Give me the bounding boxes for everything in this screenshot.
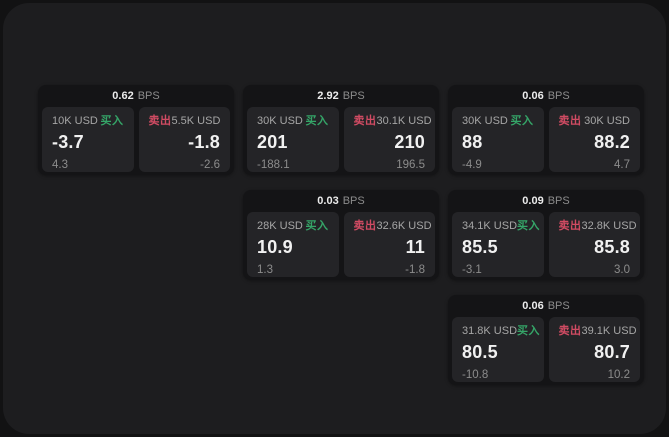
quote-card: 0.62 BPS 10K USD 买入 -3.7 4.3 卖出 5.5K USD [38,85,234,175]
quote-panels: 30K USD 买入 88 -4.9 卖出 30K USD 88.2 4.7 [448,107,644,176]
quote-panels: 30K USD 买入 201 -188.1 卖出 30.1K USD 210 1… [243,107,439,176]
buy-panel[interactable]: 10K USD 买入 -3.7 4.3 [42,107,134,172]
quote-card: 0.09 BPS 34.1K USD 买入 85.5 -3.1 卖出 32.8K… [448,190,644,280]
buy-label: 买入 [305,220,329,232]
sell-price: -1.8 [188,132,220,152]
buy-price: 10.9 [257,237,293,257]
bps-unit-label: BPS [342,90,365,102]
quote-card: 0.03 BPS 28K USD 买入 10.9 1.3 卖出 32.6K US… [243,190,439,280]
card-header: 0.06 BPS [448,295,644,317]
buy-delta: 1.3 [257,264,273,276]
sell-price: 88.2 [594,132,630,152]
sell-label: 卖出 [558,220,582,232]
card-header: 0.06 BPS [448,85,644,107]
sell-panel[interactable]: 卖出 39.1K USD 80.7 10.2 [548,317,640,382]
sell-panel[interactable]: 卖出 30.1K USD 210 196.5 [343,107,435,172]
quote-panels: 10K USD 买入 -3.7 4.3 卖出 5.5K USD -1.8 -2.… [38,107,234,176]
quote-panels: 34.1K USD 买入 85.5 -3.1 卖出 32.8K USD 85.8… [448,212,644,281]
bps-unit-label: BPS [547,195,570,207]
buy-price: -3.7 [52,132,84,152]
buy-size: 30K USD [462,115,508,127]
sell-label: 卖出 [558,325,582,337]
sell-delta: -1.8 [405,264,425,276]
sell-size: 30.1K USD [376,115,432,127]
sell-panel[interactable]: 卖出 5.5K USD -1.8 -2.6 [138,107,230,172]
buy-size: 10K USD [52,115,98,127]
sell-size: 32.8K USD [581,220,637,232]
card-header: 2.92 BPS [243,85,439,107]
bps-unit-label: BPS [137,90,160,102]
bps-value: 2.92 [317,90,339,102]
quote-card: 0.06 BPS 30K USD 买入 88 -4.9 卖出 30K USD [448,85,644,175]
bps-value: 0.09 [522,195,544,207]
sell-panel[interactable]: 卖出 30K USD 88.2 4.7 [548,107,640,172]
sell-size: 39.1K USD [581,325,637,337]
sell-label: 卖出 [148,115,172,127]
sell-label: 卖出 [353,115,377,127]
buy-size: 30K USD [257,115,303,127]
bps-unit-label: BPS [342,195,365,207]
sell-label: 卖出 [558,115,582,127]
card-header: 0.09 BPS [448,190,644,212]
card-header: 0.03 BPS [243,190,439,212]
bps-value: 0.06 [522,90,544,102]
sell-delta: -2.6 [200,159,220,171]
sell-size: 32.6K USD [376,220,432,232]
buy-panel[interactable]: 28K USD 买入 10.9 1.3 [247,212,339,277]
bps-value: 0.62 [112,90,134,102]
sell-price: 85.8 [594,237,630,257]
buy-size: 31.8K USD [462,325,518,337]
app-panel: 0.62 BPS 10K USD 买入 -3.7 4.3 卖出 5.5K USD [3,3,666,434]
buy-delta: -10.8 [462,369,489,381]
buy-panel[interactable]: 34.1K USD 买入 85.5 -3.1 [452,212,544,277]
buy-price: 80.5 [462,342,498,362]
sell-delta: 3.0 [614,264,630,276]
buy-label: 买入 [100,115,124,127]
buy-panel[interactable]: 30K USD 买入 88 -4.9 [452,107,544,172]
sell-price: 11 [405,237,425,257]
buy-size: 28K USD [257,220,303,232]
buy-label: 买入 [517,325,541,337]
sell-panel[interactable]: 卖出 32.6K USD 11 -1.8 [343,212,435,277]
buy-delta: -3.1 [462,264,482,276]
quote-panels: 31.8K USD 买入 80.5 -10.8 卖出 39.1K USD 80.… [448,317,644,386]
buy-label: 买入 [305,115,329,127]
bps-unit-label: BPS [547,90,570,102]
sell-delta: 10.2 [607,369,630,381]
buy-price: 201 [257,132,288,152]
sell-price: 80.7 [594,342,630,362]
quote-card-grid: 0.62 BPS 10K USD 买入 -3.7 4.3 卖出 5.5K USD [38,85,644,385]
buy-panel[interactable]: 31.8K USD 买入 80.5 -10.8 [452,317,544,382]
buy-panel[interactable]: 30K USD 买入 201 -188.1 [247,107,339,172]
sell-label: 卖出 [353,220,377,232]
sell-delta: 196.5 [396,159,425,171]
bps-value: 0.06 [522,300,544,312]
buy-price: 88 [462,132,483,152]
quote-panels: 28K USD 买入 10.9 1.3 卖出 32.6K USD 11 -1.8 [243,212,439,281]
sell-panel[interactable]: 卖出 32.8K USD 85.8 3.0 [548,212,640,277]
buy-price: 85.5 [462,237,498,257]
sell-size: 5.5K USD [171,115,221,127]
card-header: 0.62 BPS [38,85,234,107]
sell-price: 210 [394,132,425,152]
buy-label: 买入 [510,115,534,127]
bps-value: 0.03 [317,195,339,207]
buy-label: 买入 [517,220,541,232]
buy-size: 34.1K USD [462,220,518,232]
buy-delta: 4.3 [52,159,68,171]
sell-size: 30K USD [584,115,630,127]
buy-delta: -4.9 [462,159,482,171]
bps-unit-label: BPS [547,300,570,312]
quote-card: 0.06 BPS 31.8K USD 买入 80.5 -10.8 卖出 39.1… [448,295,644,385]
buy-delta: -188.1 [257,159,290,171]
quote-card: 2.92 BPS 30K USD 买入 201 -188.1 卖出 30.1K … [243,85,439,175]
sell-delta: 4.7 [614,159,630,171]
